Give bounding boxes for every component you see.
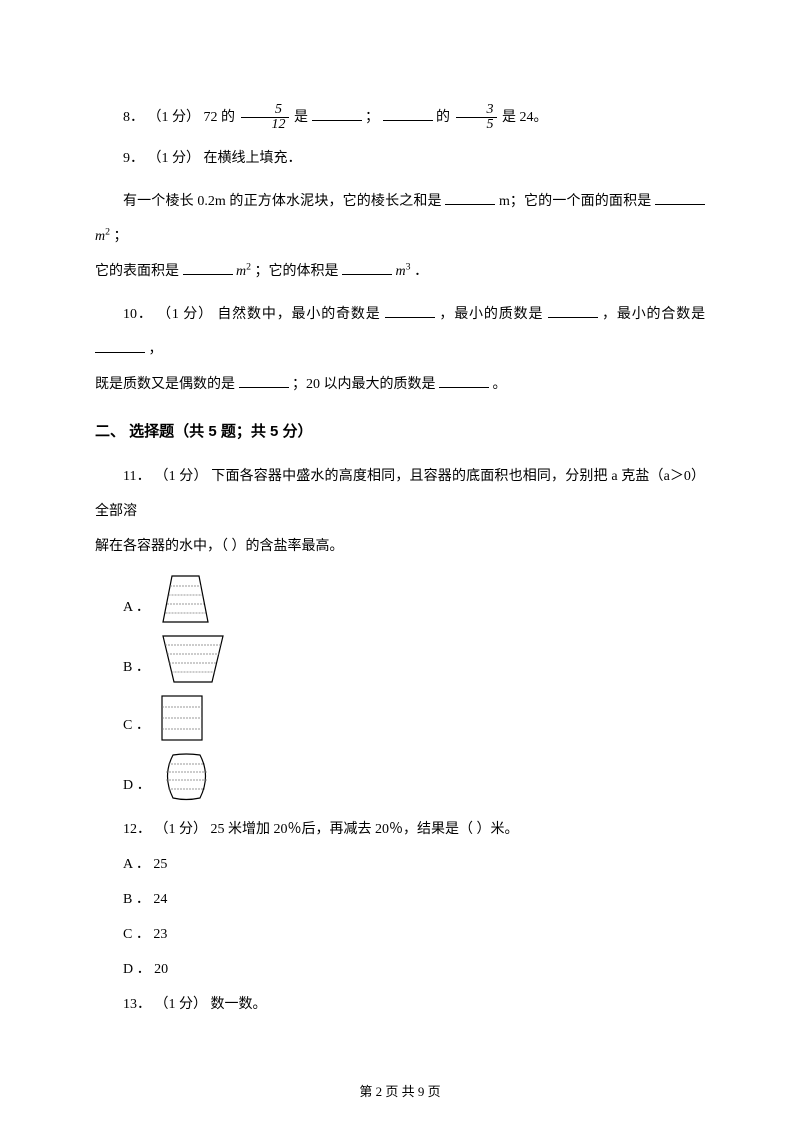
q10-num: 10． xyxy=(123,307,153,322)
page-content: 8． （1 分） 72 的 5 12 是 ； 的 3 5 是 24。 9． （1… xyxy=(0,0,800,1022)
q9-points: （1 分） xyxy=(148,151,201,166)
question-13: 13． （1 分） 数一数。 xyxy=(95,987,705,1022)
frac-den: 5 xyxy=(456,118,497,132)
blank-input[interactable] xyxy=(385,304,435,318)
question-10-line2: 既是质数又是偶数的是 ；20 以内最大的质数是 。 xyxy=(95,367,705,402)
option-b[interactable]: B ． xyxy=(95,634,705,684)
question-11-l2: 解在各容器的水中，（ ）的含盐率最高。 xyxy=(95,529,705,564)
q12-opt-a[interactable]: A ． 25 xyxy=(95,847,705,882)
exp: 2 xyxy=(246,261,251,272)
unit-m2b: m2 xyxy=(236,264,251,279)
q9-u1: m；它的一个面的面积是 xyxy=(499,194,651,209)
question-11-l1: 11． （1 分） 下面各容器中盛水的高度相同，且容器的底面积也相同，分别把 a… xyxy=(95,459,705,529)
q11-t2: 解在各容器的水中，（ ）的含盐率最高。 xyxy=(95,539,344,554)
question-12: 12． （1 分） 25 米增加 20％后，再减去 20％，结果是（ ）米。 xyxy=(95,812,705,847)
q11-points: （1 分） xyxy=(154,469,207,484)
rounded-barrel-icon xyxy=(159,752,214,802)
q9-sep: ； xyxy=(114,229,128,244)
opt-c-label: C ． xyxy=(95,711,150,742)
m: m xyxy=(236,264,246,279)
blank-input[interactable] xyxy=(439,374,489,388)
rectangle-icon xyxy=(158,694,206,742)
q13-text: 数一数。 xyxy=(211,997,267,1012)
q9-end: ． xyxy=(414,264,428,279)
question-9-body1: 有一个棱长 0.2m 的正方体水泥块，它的棱长之和是 m；它的一个面的面积是 m… xyxy=(95,184,705,254)
blank-input[interactable] xyxy=(95,339,145,353)
q12-num: 12． xyxy=(123,822,151,837)
trapezoid-narrow-top-icon xyxy=(158,574,213,624)
q8-t4: 的 xyxy=(436,110,454,125)
q8-points: （1 分） xyxy=(148,110,201,125)
opt-d-label: D ． xyxy=(95,771,151,802)
q9-b1: 有一个棱长 0.2m 的正方体水泥块，它的棱长之和是 xyxy=(123,194,442,209)
q10-l2b: ；20 以内最大的质数是 xyxy=(292,377,436,392)
m: m xyxy=(396,264,406,279)
blank-input[interactable] xyxy=(383,107,433,121)
option-a[interactable]: A ． xyxy=(95,574,705,624)
blank-input[interactable] xyxy=(548,304,598,318)
section-2-title: 二、 选择题（共 5 题；共 5 分） xyxy=(95,420,705,441)
q9-b3: ；它的体积是 xyxy=(255,264,339,279)
opt-a-label: A ． xyxy=(95,593,150,624)
fraction-3-5: 3 5 xyxy=(456,103,497,132)
opt-b-label: B ． xyxy=(95,653,150,684)
blank-input[interactable] xyxy=(342,261,392,275)
unit-m3: m3 xyxy=(396,264,411,279)
q13-num: 13． xyxy=(123,997,151,1012)
q9-b2: 它的表面积是 xyxy=(95,264,179,279)
question-10: 10． （1 分） 自然数中，最小的奇数是 ，最小的质数是 ，最小的合数是 ， xyxy=(95,297,705,367)
q12-text: 25 米增加 20％后，再减去 20％，结果是（ ）米。 xyxy=(211,822,519,837)
option-d[interactable]: D ． xyxy=(95,752,705,802)
blank-input[interactable] xyxy=(445,191,495,205)
question-9-head: 9． （1 分） 在横线上填充． xyxy=(95,141,705,176)
blank-input[interactable] xyxy=(655,191,705,205)
q8-t3: ； xyxy=(365,110,379,125)
m: m xyxy=(95,229,105,244)
question-9-body2: 它的表面积是 m2 ；它的体积是 m3 ． xyxy=(95,254,705,289)
unit-m2: m2 xyxy=(95,229,110,244)
q10-t4: ， xyxy=(149,342,163,357)
blank-input[interactable] xyxy=(183,261,233,275)
frac-den: 12 xyxy=(241,118,289,132)
blank-input[interactable] xyxy=(239,374,289,388)
q10-points: （1 分） xyxy=(157,307,213,322)
q12-opt-d[interactable]: D ． 20 xyxy=(95,952,705,987)
q10-l2c: 。 xyxy=(493,377,507,392)
exp: 3 xyxy=(406,261,411,272)
blank-input[interactable] xyxy=(312,107,362,121)
q8-t5: 是 24。 xyxy=(502,110,548,125)
exp: 2 xyxy=(105,226,110,237)
q12-opt-b[interactable]: B ． 24 xyxy=(95,882,705,917)
q10-l2a: 既是质数又是偶数的是 xyxy=(95,377,235,392)
q9-text: 在横线上填充． xyxy=(204,151,302,166)
fraction-5-12: 5 12 xyxy=(241,103,289,132)
option-c[interactable]: C ． xyxy=(95,694,705,742)
q11-num: 11． xyxy=(123,469,151,484)
q9-num: 9． xyxy=(123,151,144,166)
q10-t1: 自然数中，最小的奇数是 xyxy=(217,307,380,322)
q8-t1: 72 的 xyxy=(204,110,239,125)
page-footer: 第 2 页 共 9 页 xyxy=(0,1081,800,1100)
q13-points: （1 分） xyxy=(155,997,208,1012)
q8-num: 8． xyxy=(123,110,144,125)
trapezoid-wide-top-icon xyxy=(158,634,228,684)
q10-t2: ，最小的质数是 xyxy=(439,307,543,322)
q12-points: （1 分） xyxy=(155,822,208,837)
q8-t2: 是 xyxy=(294,110,308,125)
frac-num: 3 xyxy=(456,103,497,118)
frac-num: 5 xyxy=(241,103,289,118)
q10-t3: ，最小的合数是 xyxy=(602,307,705,322)
question-8: 8． （1 分） 72 的 5 12 是 ； 的 3 5 是 24。 xyxy=(95,100,705,135)
q12-opt-c[interactable]: C ． 23 xyxy=(95,917,705,952)
